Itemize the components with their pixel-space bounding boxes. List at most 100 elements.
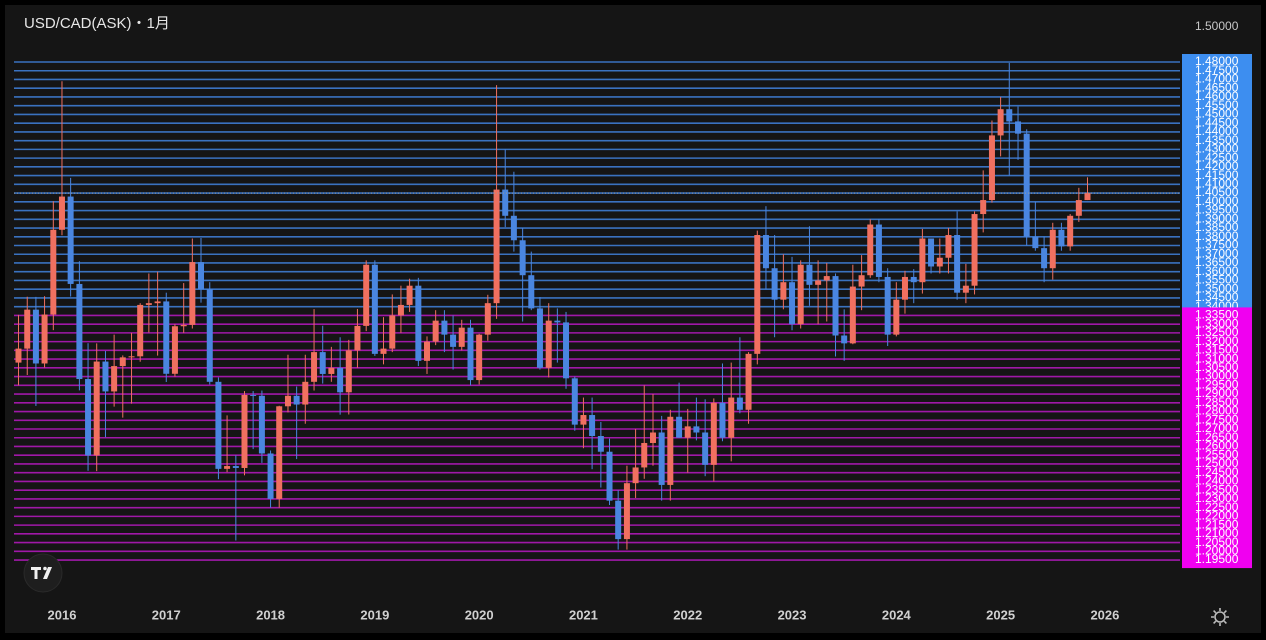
level-label: 1.33500 <box>1195 308 1239 322</box>
candle-body <box>684 426 691 438</box>
x-tick-label: 2022 <box>673 607 702 622</box>
settings-icon[interactable] <box>1211 608 1229 626</box>
candle-body <box>458 327 465 347</box>
candle-body <box>545 320 552 368</box>
level-label: 1.41000 <box>1195 177 1239 191</box>
candle-body <box>250 394 257 396</box>
level-label: 1.38000 <box>1195 229 1239 243</box>
level-label: 1.35000 <box>1195 281 1239 295</box>
level-label: 1.19500 <box>1195 552 1239 566</box>
candle-body <box>441 320 448 335</box>
level-label: 1.34500 <box>1195 290 1239 304</box>
candle-body <box>432 320 439 342</box>
candle-body <box>945 235 952 258</box>
chart-background <box>5 5 1261 633</box>
level-label: 1.20000 <box>1195 544 1239 558</box>
candle-body <box>293 395 300 405</box>
candle-body <box>901 276 908 300</box>
candle-body <box>302 381 309 405</box>
level-label: 1.29500 <box>1195 377 1239 391</box>
candle-body <box>719 402 726 438</box>
candle-body <box>806 264 813 285</box>
candle-body <box>363 264 370 326</box>
level-label: 1.35500 <box>1195 273 1239 287</box>
level-label: 1.40000 <box>1195 194 1239 208</box>
candle-body <box>1058 229 1065 247</box>
level-label: 1.37000 <box>1195 246 1239 260</box>
candle-body <box>650 432 657 443</box>
candle-body <box>111 366 118 392</box>
level-label: 1.42500 <box>1195 150 1239 164</box>
candle-body <box>58 196 65 230</box>
candle-body <box>1006 109 1013 122</box>
candle-body <box>76 283 83 380</box>
level-label: 1.39500 <box>1195 203 1239 217</box>
candle-body <box>858 275 865 287</box>
level-label: 1.20500 <box>1195 535 1239 549</box>
candle-body <box>658 432 665 485</box>
candle-body <box>702 432 709 465</box>
candle-body <box>1049 229 1056 269</box>
candle-body <box>667 416 674 485</box>
level-label: 1.24000 <box>1195 474 1239 488</box>
x-tick-label: 2018 <box>256 607 285 622</box>
candle-body <box>815 280 822 285</box>
candle-body <box>50 229 57 315</box>
tradingview-logo <box>23 553 63 593</box>
candle-body <box>311 352 318 382</box>
x-tick-label: 2019 <box>360 607 389 622</box>
candle-body <box>962 285 969 293</box>
candle-body <box>893 299 900 335</box>
candle-body <box>1084 193 1091 201</box>
candle-body <box>502 189 509 216</box>
candle-body <box>606 451 613 501</box>
level-label: 1.44500 <box>1195 115 1239 129</box>
candle-body <box>232 466 239 468</box>
chart-title: USD/CAD(ASK)・1月 <box>24 15 170 32</box>
candle-body <box>119 357 126 367</box>
candle-body <box>623 483 630 540</box>
candle-body <box>389 315 396 349</box>
level-label: 1.43500 <box>1195 133 1239 147</box>
candle-body <box>276 406 283 499</box>
candle-body <box>1015 121 1022 134</box>
y-tick-label: 1.50000 <box>1195 19 1239 33</box>
candle-body <box>571 378 578 425</box>
candle-body <box>971 214 978 286</box>
candle-body <box>450 334 457 347</box>
candle-body <box>676 416 683 438</box>
level-label: 1.29000 <box>1195 386 1239 400</box>
candle-body <box>93 361 100 456</box>
candle-body <box>780 282 787 300</box>
candle-body <box>997 109 1004 136</box>
candle-body <box>797 264 804 325</box>
candle-body <box>163 301 170 374</box>
level-label: 1.46000 <box>1195 89 1239 103</box>
candle-body <box>24 309 31 349</box>
candle-body <box>875 224 882 277</box>
level-label: 1.31000 <box>1195 351 1239 365</box>
level-label: 1.36000 <box>1195 264 1239 278</box>
candle-body <box>919 238 926 283</box>
level-label: 1.33000 <box>1195 316 1239 330</box>
candle-body <box>954 235 961 293</box>
candle-body <box>41 314 48 364</box>
candle-body <box>728 397 735 438</box>
candle-body <box>241 394 248 468</box>
candle-body <box>476 334 483 381</box>
candle-body <box>1075 200 1082 216</box>
level-label: 1.46500 <box>1195 80 1239 94</box>
candle-body <box>745 353 752 410</box>
candle-body <box>154 301 161 304</box>
level-label: 1.27500 <box>1195 412 1239 426</box>
candle-body <box>754 235 761 354</box>
x-tick-label: 2021 <box>569 607 598 622</box>
candle-body <box>641 442 648 468</box>
candle-body <box>832 276 839 336</box>
level-label: 1.30500 <box>1195 360 1239 374</box>
candle-body <box>380 348 387 354</box>
candle-body <box>32 309 39 364</box>
candle-body <box>15 348 22 363</box>
level-label: 1.47000 <box>1195 72 1239 86</box>
